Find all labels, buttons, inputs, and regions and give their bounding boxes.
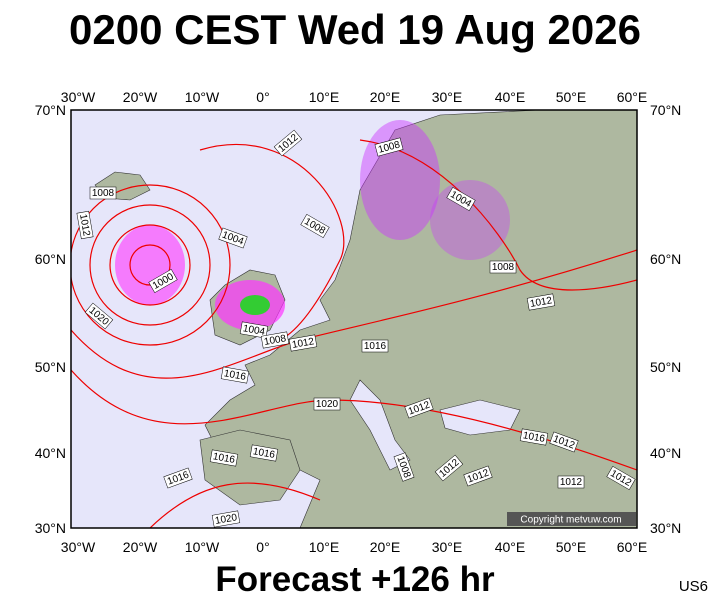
- isobar-label-text: 1016: [252, 446, 276, 461]
- isobar-label: 1016: [220, 366, 250, 384]
- isobar-label-text: 1008: [92, 188, 115, 199]
- map-area: [71, 110, 637, 528]
- lat-label-left: 60°N: [35, 251, 66, 267]
- isobar-label-box: [606, 465, 636, 491]
- map-frame: [70, 109, 638, 529]
- isobar-label-text: 1008: [492, 262, 515, 273]
- isobar-label-text: 1012: [291, 336, 315, 351]
- isobar-label: 1008: [374, 137, 404, 157]
- lon-label-top: 30°W: [61, 89, 96, 105]
- isobar-label: 1012: [76, 210, 94, 240]
- isobar-label-box: [220, 366, 250, 384]
- lon-label-bottom: 10°E: [309, 539, 340, 555]
- isobar-label-text: 1016: [364, 341, 387, 352]
- isobar-label-text: 1016: [223, 368, 247, 383]
- isobar-label-box: [361, 339, 389, 353]
- isobar-label-box: [374, 137, 404, 157]
- isobar-label-box: [239, 321, 269, 339]
- lon-label-bottom: 10°W: [185, 539, 220, 555]
- isobar-label-text: 1016: [522, 430, 546, 445]
- isobar-label-text: 1012: [529, 295, 553, 310]
- isobar-label-box: [218, 227, 248, 249]
- lat-label-left: 70°N: [35, 102, 66, 118]
- lat-label-right: 40°N: [650, 445, 681, 461]
- isobar-label: 1016: [519, 428, 549, 446]
- isobar-label-box: [489, 260, 517, 274]
- lon-label-top: 10°W: [185, 89, 220, 105]
- isobar-label: 1016: [249, 444, 279, 462]
- lon-label-bottom: 60°E: [617, 539, 648, 555]
- isobar-label: 1012: [526, 293, 556, 311]
- isobar-label-box: [260, 331, 290, 349]
- lat-label-right: 60°N: [650, 251, 681, 267]
- isobar-label-box: [313, 397, 341, 411]
- isobar-label-box: [273, 129, 303, 157]
- isobar-label-box: [557, 475, 585, 489]
- model-code: US6: [679, 578, 708, 595]
- isobar-label: 1020: [313, 397, 341, 411]
- isobar-label-text: 1016: [212, 451, 236, 466]
- copyright: Copyright metvuw.com: [520, 515, 621, 526]
- isobar-label-box: [526, 293, 556, 311]
- isobar-label-text: 1008: [263, 333, 287, 348]
- isobar-label: 1012: [557, 475, 585, 489]
- isobar-label: 1016: [209, 449, 239, 467]
- isobar-label: 1016: [361, 339, 389, 353]
- isobar-label-text: 1004: [242, 323, 266, 338]
- isobar-label: 1004: [239, 321, 269, 339]
- isobar-label: 1012: [288, 334, 318, 352]
- lat-label-left: 30°N: [35, 520, 66, 536]
- isobar-label: 1008: [260, 331, 290, 349]
- isobar-label-box: [84, 302, 114, 330]
- isobar-label-box: [89, 186, 117, 200]
- lat-label-left: 50°N: [35, 359, 66, 375]
- isobar-label: 1008: [489, 260, 517, 274]
- isobar-label-box: [549, 431, 579, 453]
- lon-label-bottom: 20°E: [370, 539, 401, 555]
- isobar-label-text: 1012: [77, 213, 92, 237]
- lon-label-bottom: 30°W: [61, 539, 96, 555]
- copyright-box: [507, 512, 636, 526]
- isobar-label: 1020: [211, 510, 241, 528]
- isobar-label-box: [446, 186, 476, 212]
- isobar-label: 1008: [89, 186, 117, 200]
- isobar-label-box: [300, 213, 330, 239]
- isobar-label-box: [434, 454, 464, 482]
- isobar-label-text: 1012: [560, 477, 583, 488]
- lon-label-bottom: 40°E: [495, 539, 526, 555]
- title: 0200 CEST Wed 19 Aug 2026: [69, 6, 641, 53]
- forecast-label: Forecast +126 hr: [215, 560, 495, 599]
- lat-label-right: 70°N: [650, 102, 681, 118]
- isobar-label-box: [148, 268, 178, 294]
- isobar-label-box: [76, 210, 94, 240]
- lat-label-right: 30°N: [650, 520, 681, 536]
- isobar-label-box: [463, 465, 493, 487]
- lon-label-bottom: 30°E: [432, 539, 463, 555]
- lon-label-top: 50°E: [556, 89, 587, 105]
- isobar-label-box: [209, 449, 239, 467]
- lon-label-top: 10°E: [309, 89, 340, 105]
- lat-label-left: 40°N: [35, 445, 66, 461]
- isobar-label-box: [163, 467, 193, 489]
- lat-label-right: 50°N: [650, 359, 681, 375]
- isobar-label-box: [404, 397, 434, 419]
- lon-label-top: 30°E: [432, 89, 463, 105]
- isobar-label-box: [519, 428, 549, 446]
- isobar-label-text: 1020: [214, 512, 238, 527]
- isobar-label-box: [211, 510, 241, 528]
- isobar-label-box: [288, 334, 318, 352]
- isobar-label-box: [249, 444, 279, 462]
- lon-label-top: 20°W: [123, 89, 158, 105]
- isobar-label-text: 1020: [316, 399, 339, 410]
- lon-label-top: 60°E: [617, 89, 648, 105]
- lon-label-bottom: 50°E: [556, 539, 587, 555]
- isobar-label-box: [393, 452, 415, 482]
- lon-label-top: 20°E: [370, 89, 401, 105]
- lon-label-top: 0°: [256, 89, 269, 105]
- lon-label-bottom: 0°: [256, 539, 269, 555]
- lon-label-bottom: 20°W: [123, 539, 158, 555]
- lon-label-top: 40°E: [495, 89, 526, 105]
